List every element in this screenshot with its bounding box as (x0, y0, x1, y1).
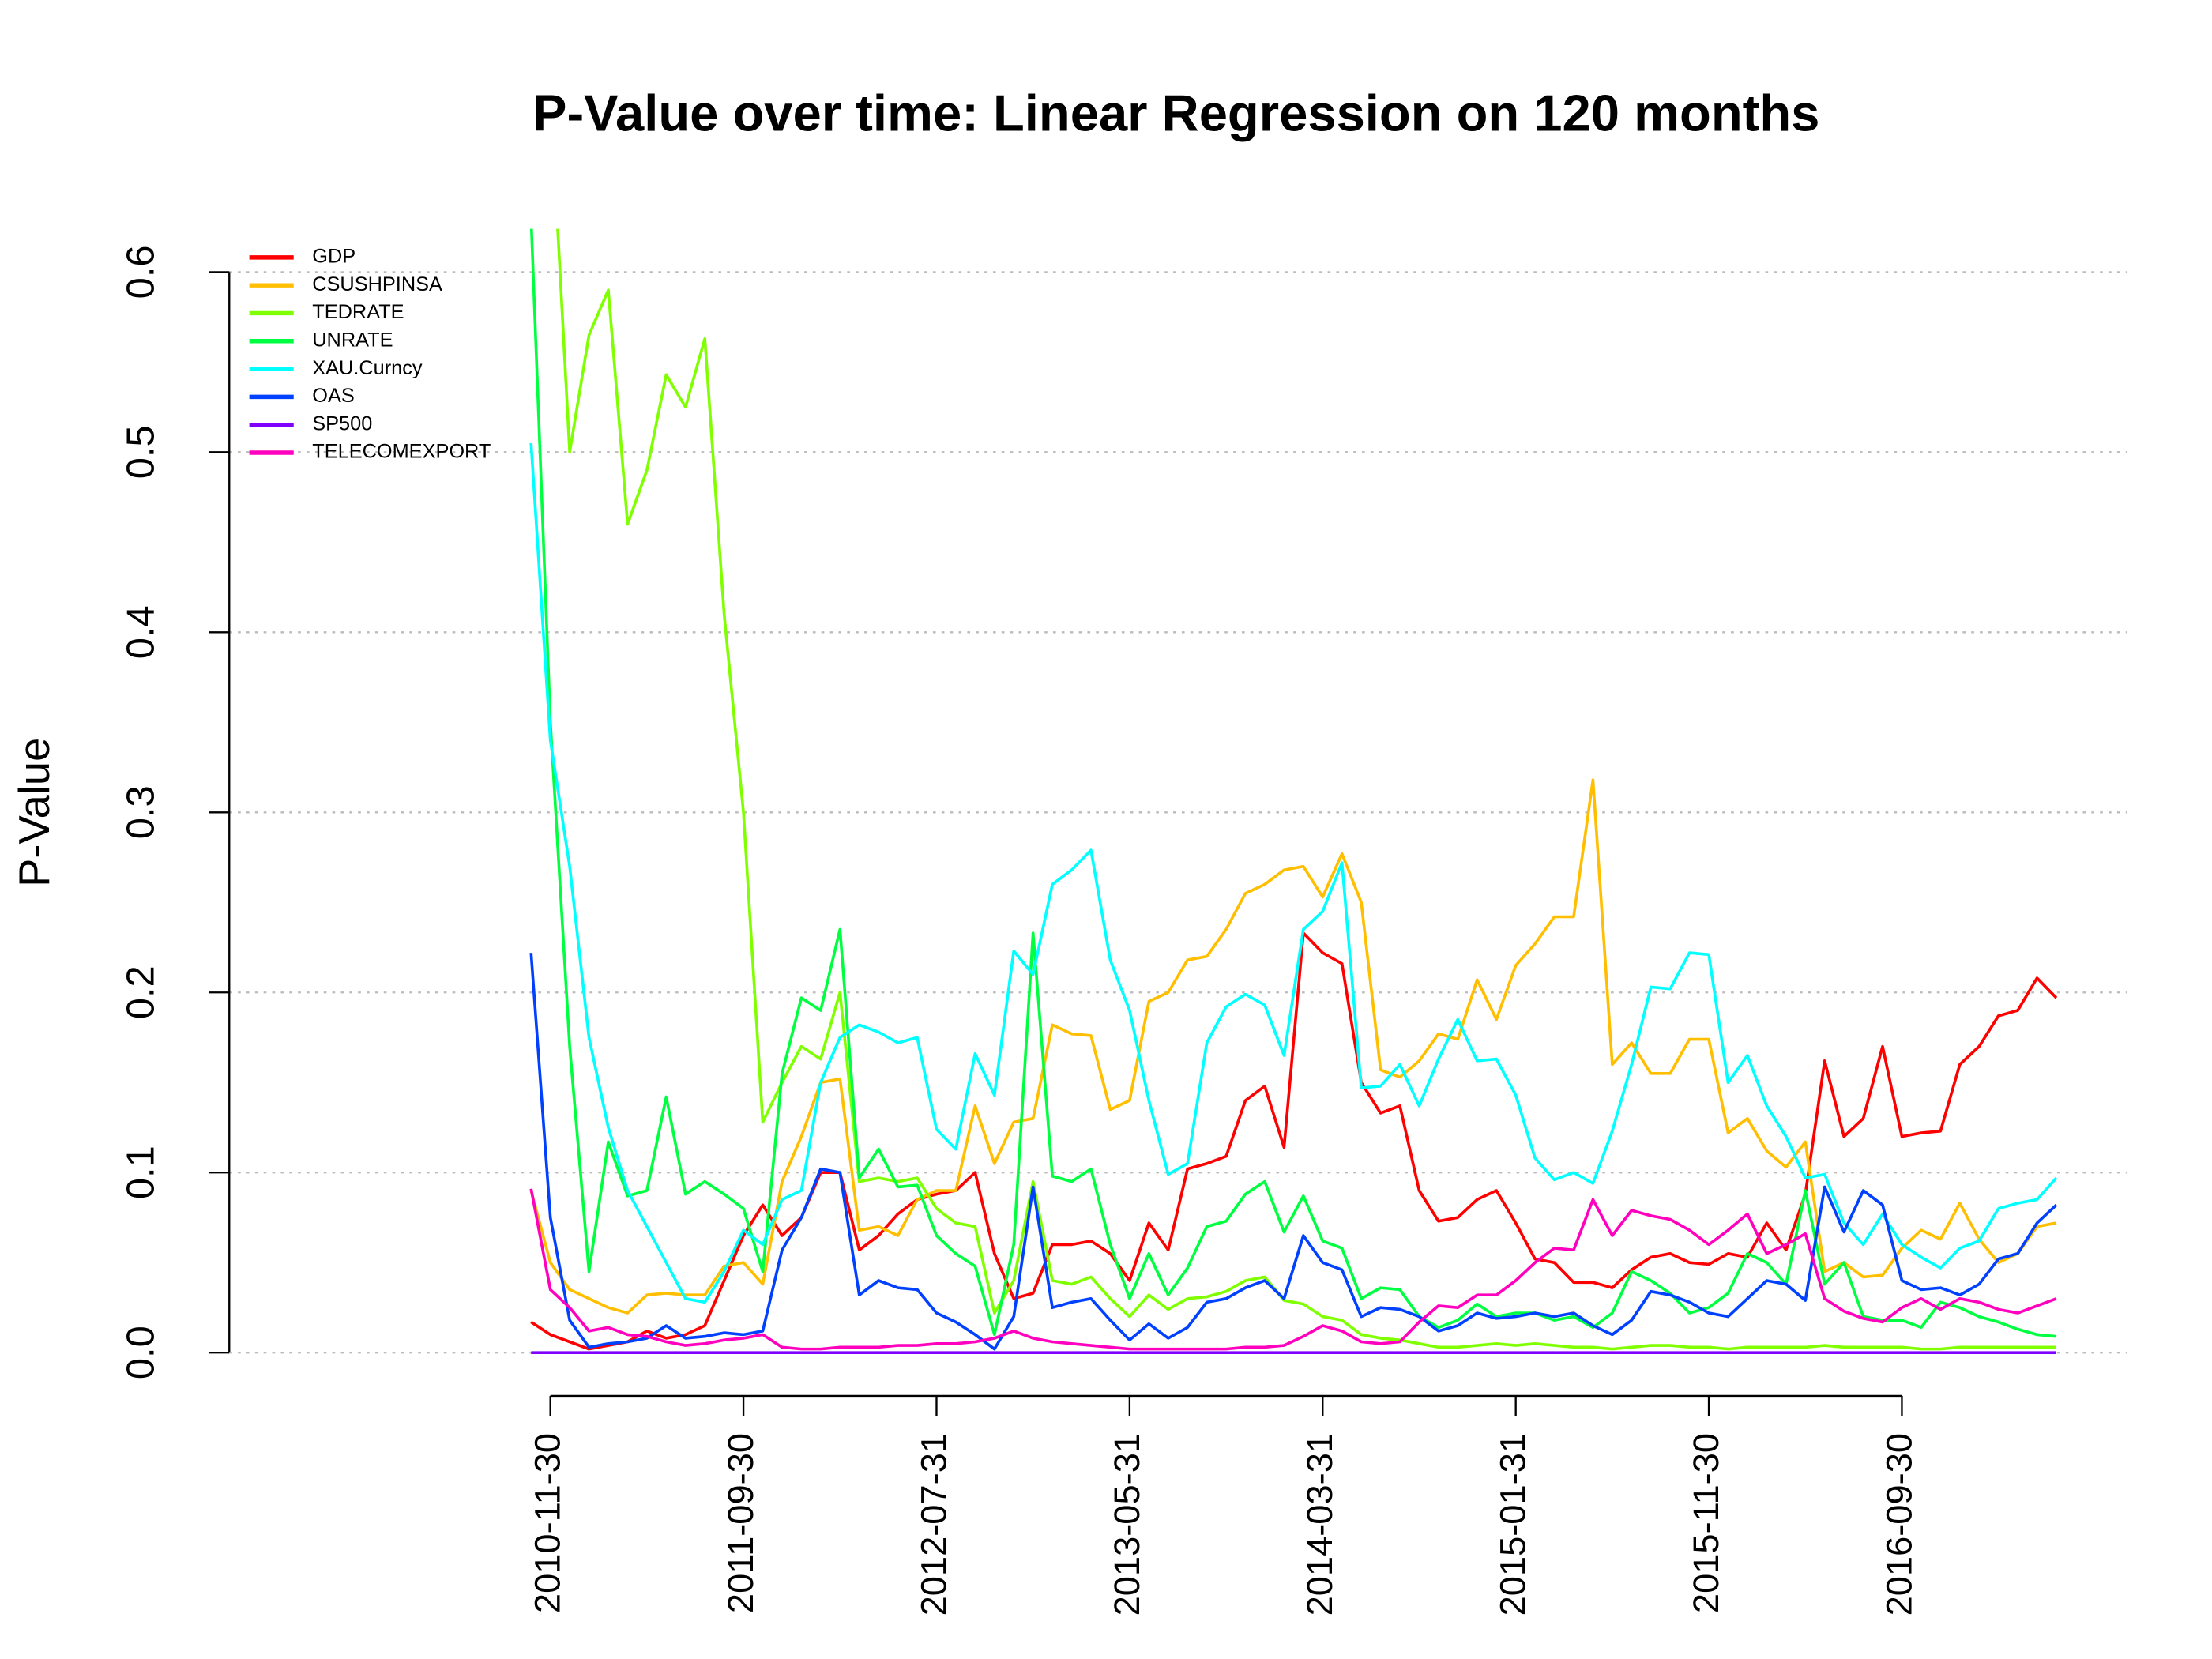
x-tick-label: 2012-07-31 (913, 1433, 954, 1616)
y-tick-label: 0.2 (120, 965, 163, 1019)
series-line (529, 778, 2057, 1315)
y-tick-label: 0.1 (120, 1146, 163, 1199)
axes: 0.0 0.1 0.2 0.3 0.4 0.5 0.6 2010-11-30 2011-09-3… (120, 245, 1920, 1616)
legend-label: XAU.Curncy (312, 357, 423, 379)
x-tick-label: 2011-09-30 (720, 1433, 761, 1613)
legend: GDP CSUSHPINSA TEDRATE UNRATE XAU.Curncy OAS S… (249, 246, 491, 463)
y-tick-label: 0.0 (120, 1326, 163, 1379)
x-tick-label: 2015-01-31 (1493, 1433, 1533, 1616)
series-line (529, 1188, 2057, 1351)
series-line (556, 228, 2056, 1351)
x-tick-label: 2013-05-31 (1107, 1433, 1147, 1616)
chart-title: P-Value over time: Linear Regression on … (532, 85, 1819, 142)
x-tick-label: 2015-11-30 (1686, 1433, 1726, 1613)
legend-label: OAS (312, 385, 355, 407)
x-tick-label: 2010-11-30 (528, 1433, 568, 1613)
legend-label: TELECOMEXPORT (312, 441, 491, 463)
legend-label: TEDRATE (312, 301, 404, 323)
x-tick-label: 2016-09-30 (1879, 1433, 1919, 1616)
y-axis-label: P-Value (10, 738, 58, 887)
legend-label: UNRATE (312, 329, 393, 351)
y-tick-label: 0.6 (120, 245, 163, 299)
series-line (529, 228, 2057, 1338)
y-tick-label: 0.3 (120, 785, 163, 839)
series-line (529, 952, 2058, 1351)
series-line (529, 442, 2058, 1304)
y-tick-label: 0.5 (120, 425, 163, 479)
legend-label: SP500 (312, 412, 372, 434)
legend-label: CSUSHPINSA (312, 273, 442, 295)
x-tick-label: 2014-03-31 (1300, 1433, 1340, 1616)
legend-label: GDP (312, 246, 356, 268)
plot-area (529, 228, 2058, 1354)
y-tick-label: 0.4 (120, 605, 163, 659)
